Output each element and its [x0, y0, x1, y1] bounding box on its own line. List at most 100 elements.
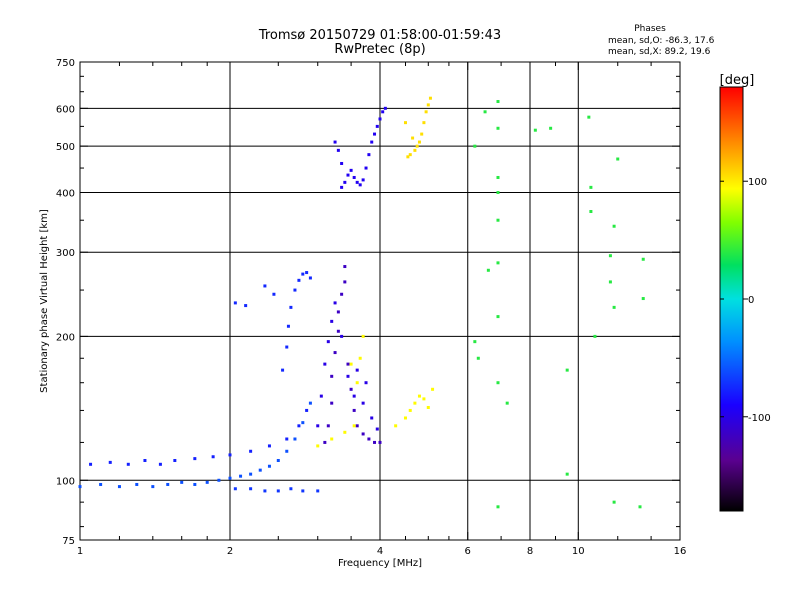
- data-point: [343, 265, 347, 269]
- data-point: [375, 124, 379, 128]
- data-point: [330, 374, 334, 378]
- data-point: [349, 387, 353, 391]
- data-point: [428, 96, 432, 100]
- data-point: [565, 472, 569, 476]
- data-point: [343, 430, 347, 434]
- data-point: [370, 140, 374, 144]
- data-point: [89, 462, 93, 466]
- data-point: [336, 329, 340, 333]
- chart-title-line2: RwPretec (8p): [334, 42, 425, 57]
- data-point: [211, 455, 215, 459]
- data-point: [476, 356, 480, 360]
- data-point: [358, 183, 362, 187]
- data-point: [326, 424, 330, 428]
- data-point: [233, 301, 237, 305]
- data-point: [108, 460, 112, 464]
- data-point: [417, 140, 421, 144]
- data-point: [496, 126, 500, 130]
- y-tick-label: 600: [56, 104, 75, 115]
- data-point: [358, 356, 362, 360]
- data-point: [249, 487, 253, 491]
- data-point: [411, 136, 415, 140]
- data-point: [272, 292, 276, 296]
- data-point: [301, 272, 305, 276]
- data-point: [316, 489, 320, 493]
- data-point: [496, 315, 500, 319]
- data-point: [323, 362, 327, 366]
- data-point: [281, 368, 285, 372]
- data-point: [408, 153, 412, 157]
- data-point: [608, 280, 612, 284]
- data-point: [413, 148, 417, 152]
- data-point: [346, 362, 350, 366]
- data-point: [323, 440, 327, 444]
- data-point: [289, 305, 293, 309]
- data-point: [367, 153, 371, 157]
- data-point: [355, 180, 359, 184]
- data-point: [258, 468, 262, 472]
- data-point: [415, 144, 419, 148]
- data-point: [616, 157, 620, 161]
- data-point: [367, 437, 371, 441]
- data-point: [249, 449, 253, 453]
- data-point: [587, 115, 591, 119]
- y-tick-label: 400: [56, 188, 75, 199]
- data-point: [289, 487, 293, 491]
- data-point: [361, 401, 365, 405]
- data-point: [422, 121, 426, 125]
- data-point: [330, 437, 334, 441]
- data-point: [297, 278, 301, 282]
- data-point: [285, 437, 289, 441]
- data-point: [349, 362, 353, 366]
- data-point: [496, 175, 500, 179]
- data-point: [426, 103, 430, 107]
- data-point: [413, 401, 417, 405]
- data-point: [496, 261, 500, 265]
- data-point: [319, 394, 323, 398]
- data-point: [343, 180, 347, 184]
- data-point: [375, 427, 379, 431]
- data-point: [117, 485, 121, 489]
- data-point: [330, 319, 334, 323]
- data-point: [612, 500, 616, 504]
- y-tick-label: 200: [56, 332, 75, 343]
- data-point: [297, 424, 301, 428]
- data-point: [239, 474, 243, 478]
- data-point: [361, 178, 365, 182]
- grid-lines: [80, 62, 680, 540]
- data-point: [381, 110, 385, 114]
- data-point: [352, 175, 356, 179]
- data-point: [301, 489, 305, 493]
- x-tick-label: 1: [77, 546, 83, 557]
- data-point: [151, 485, 155, 489]
- data-point: [308, 276, 312, 280]
- data-point: [340, 334, 344, 338]
- data-point: [394, 424, 398, 428]
- data-point: [343, 280, 347, 284]
- data-point: [426, 405, 430, 409]
- phase-stat-o: mean, sd,O: -86.3, 17.6: [608, 36, 715, 46]
- data-point: [346, 374, 350, 378]
- x-tick-label: 8: [527, 546, 533, 557]
- data-point: [638, 505, 642, 509]
- axis-ticks: 1 2 4 6 8 10 16 75 100 200 300 400 500 600 750: [56, 58, 686, 557]
- data-point: [326, 340, 330, 344]
- data-point: [533, 128, 537, 132]
- data-point: [333, 351, 337, 355]
- data-point: [593, 334, 597, 338]
- data-point: [417, 394, 421, 398]
- data-points: [78, 96, 645, 509]
- data-point: [99, 482, 103, 486]
- data-point: [228, 476, 232, 480]
- data-point: [336, 148, 340, 152]
- data-point: [267, 464, 271, 468]
- data-point: [383, 106, 387, 110]
- data-point: [355, 368, 359, 372]
- data-point: [158, 462, 162, 466]
- data-point: [293, 288, 297, 292]
- data-point: [126, 462, 130, 466]
- data-point: [276, 458, 280, 462]
- data-point: [143, 458, 147, 462]
- data-point: [267, 444, 271, 448]
- data-point: [608, 254, 612, 258]
